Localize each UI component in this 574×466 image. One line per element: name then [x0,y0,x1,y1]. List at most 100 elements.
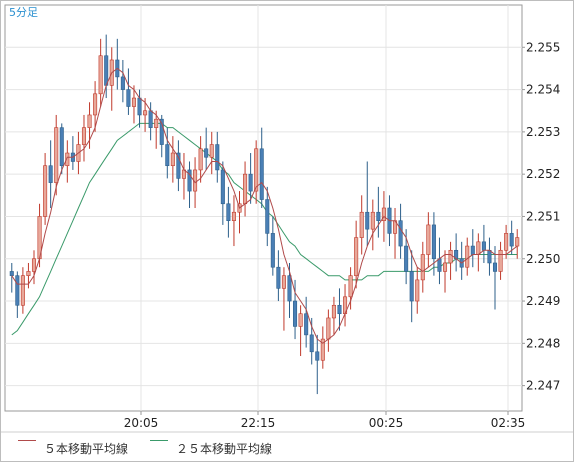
ma25-line [11,122,518,336]
candle [9,262,14,293]
candle-body [26,271,31,276]
candle-body [309,334,314,353]
candle-body [159,118,164,145]
legend-label-ma5: ５本移動平均線 [44,442,129,456]
candle-body [370,211,375,230]
candle-body [315,351,320,361]
grid [4,4,523,412]
candle [231,195,236,247]
candle [376,186,381,238]
candle [204,127,209,170]
candle [126,68,131,115]
candle-body [43,165,48,217]
candle [226,186,231,238]
candle-body [170,152,175,167]
candle-body [165,144,170,167]
candle-body [481,241,486,251]
candle-body [209,144,214,158]
candle-body [515,237,520,247]
candle [159,114,164,158]
chart-title: 5分足 [9,6,38,19]
candle [15,271,20,318]
candle-body [448,249,453,264]
candle [298,305,303,357]
candle [304,296,309,348]
candle [93,81,98,132]
candle [54,114,59,196]
candle-body [54,127,59,183]
y-tick-label: 2.253 [526,125,560,139]
candle-body [331,304,336,319]
candle-body [365,211,370,230]
candle-body [326,317,331,340]
candle-body [504,233,509,251]
candle-body [476,241,481,255]
candle-body [265,199,270,234]
legend-label-ma25: ２５本移動平均線 [176,442,273,456]
candle-body [337,304,342,315]
candle [198,136,203,183]
candle [331,296,336,335]
candle-body [131,97,136,107]
candle [143,98,148,132]
candle [165,127,170,179]
candle-body [415,279,420,302]
candle-body [348,275,353,298]
candle [131,85,136,124]
candle [170,136,175,183]
x-tick-label: 02:35 [491,416,526,430]
chart-legend: ５本移動平均線 ２５本移動平均線 [0,432,574,462]
candle [254,140,259,204]
candle [176,140,181,192]
y-tick-label: 2.252 [526,167,560,181]
candle [348,267,353,310]
y-tick-label: 2.247 [526,379,560,393]
candle-body [143,110,148,116]
candle-body [20,275,25,306]
y-tick-label: 2.249 [526,294,560,308]
candle-body [437,258,442,272]
candle [315,334,320,395]
candle [20,267,25,314]
candle [426,212,431,268]
candle-body [381,207,386,221]
candle-body [470,245,475,255]
candle-body [259,148,264,200]
candle [81,114,87,162]
y-tick-label: 2.251 [526,209,560,223]
candle [320,326,325,369]
candle [465,237,470,276]
candle-body [404,245,409,272]
candle [43,153,48,225]
candle [209,131,214,175]
candle [65,140,70,183]
x-tick-label: 00:25 [369,416,404,430]
candle-body [492,262,498,272]
candle [59,123,64,175]
candle-body [187,169,192,192]
candle [31,250,37,285]
candle-body [270,233,275,268]
candle [248,153,253,204]
candle [154,110,159,149]
candle [220,161,225,225]
candle-body [359,211,364,238]
candle-body [431,224,436,260]
candle-body [220,169,225,205]
candle-body [243,173,248,205]
candle-body [442,262,448,272]
candle-body [59,127,64,167]
candle [431,212,436,276]
y-tick-label: 2.248 [526,336,560,350]
candle [515,229,520,259]
candle [498,241,503,280]
x-tick-label: 22:15 [241,416,276,430]
candle [448,241,453,280]
candle [442,250,448,293]
candle [492,246,498,310]
candle-body [176,152,181,179]
candle-body [104,55,109,86]
